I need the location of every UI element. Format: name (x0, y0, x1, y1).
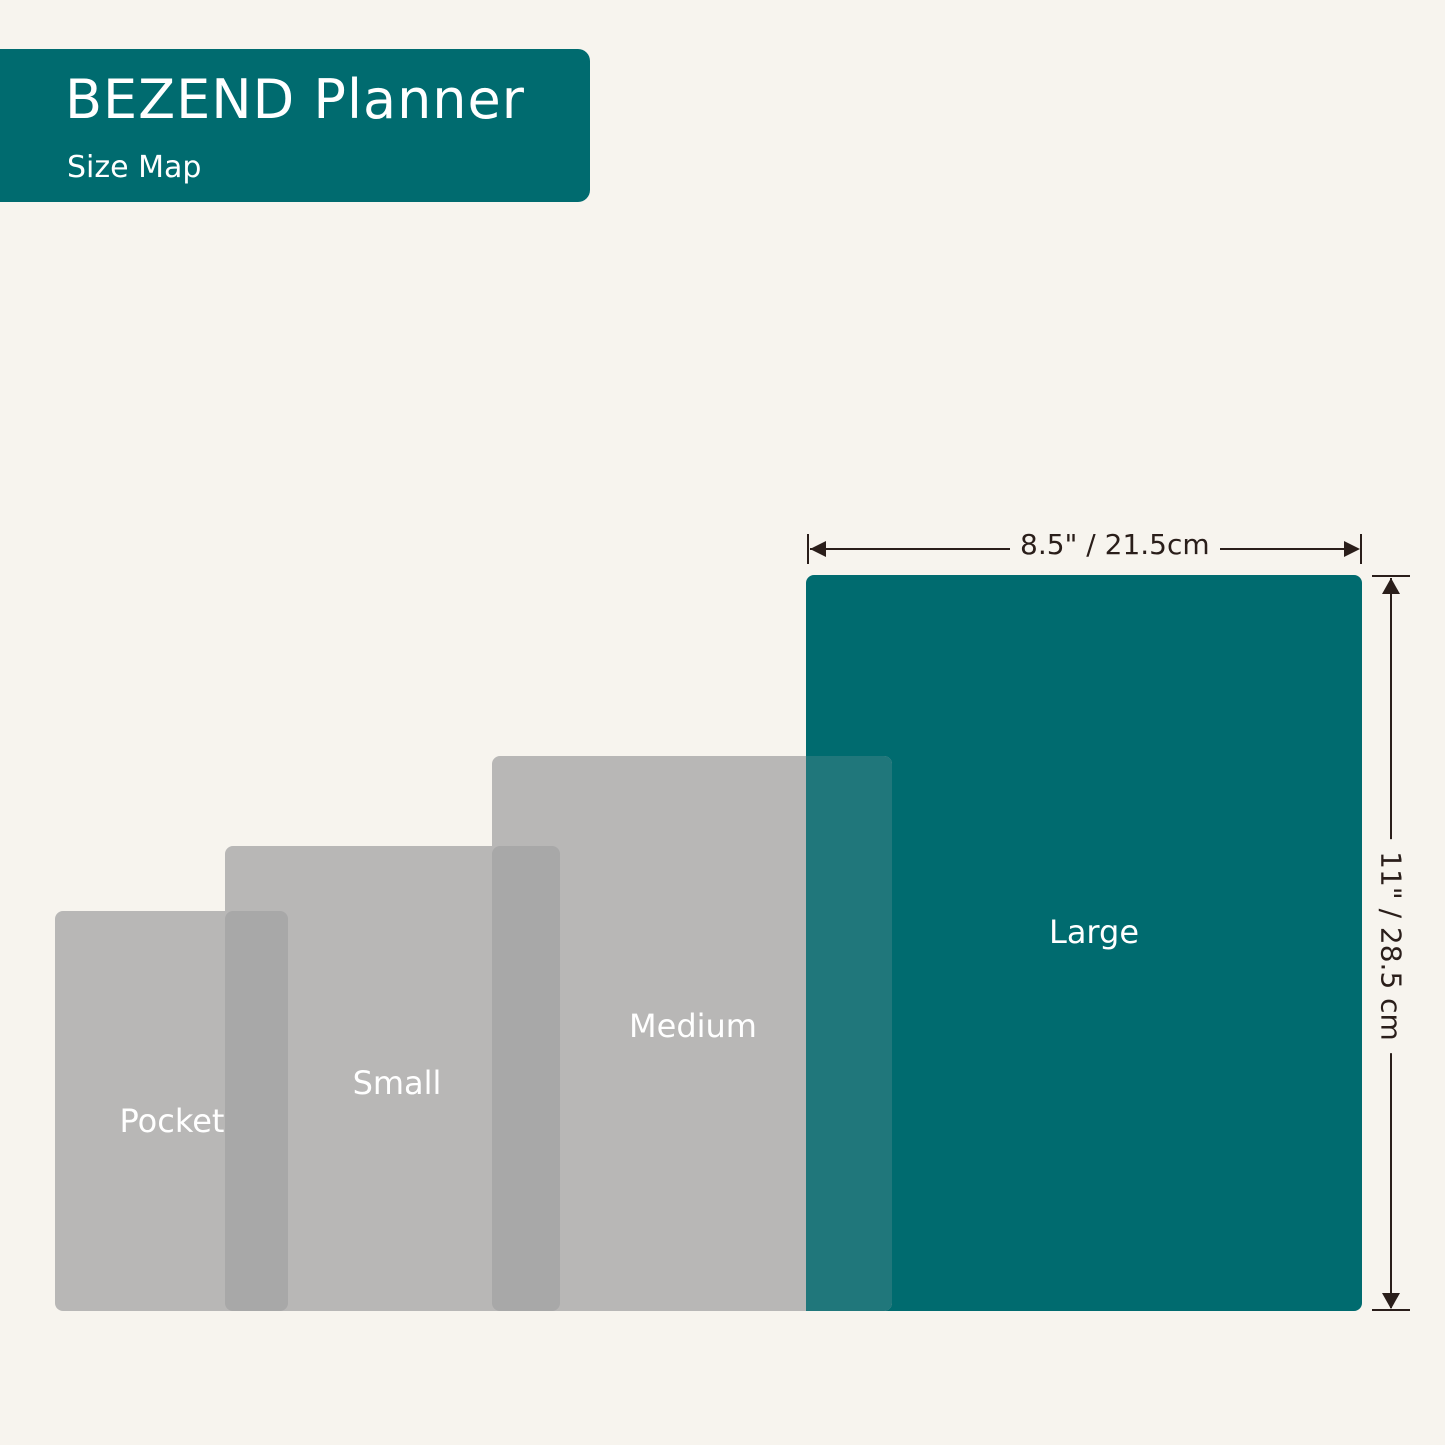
overlap-small-medium (492, 846, 560, 1311)
label-large: Large (1048, 913, 1140, 951)
width-label: 8.5" / 21.5cm (1010, 528, 1220, 561)
overlap-medium-large (806, 756, 892, 1311)
title-banner (0, 49, 590, 202)
label-small: Small (352, 1064, 442, 1102)
size-large (806, 575, 1362, 1311)
label-medium: Medium (629, 1007, 757, 1045)
page-subtitle: Size Map (67, 150, 202, 185)
height-label: 11" / 28.5 cm (1374, 839, 1408, 1053)
page-title: BEZEND Planner (65, 68, 525, 131)
overlap-pocket-small (225, 911, 288, 1311)
arrowheads-icon (810, 541, 1360, 557)
label-pocket: Pocket (119, 1102, 225, 1140)
arrowheads-icon (1382, 578, 1400, 1309)
